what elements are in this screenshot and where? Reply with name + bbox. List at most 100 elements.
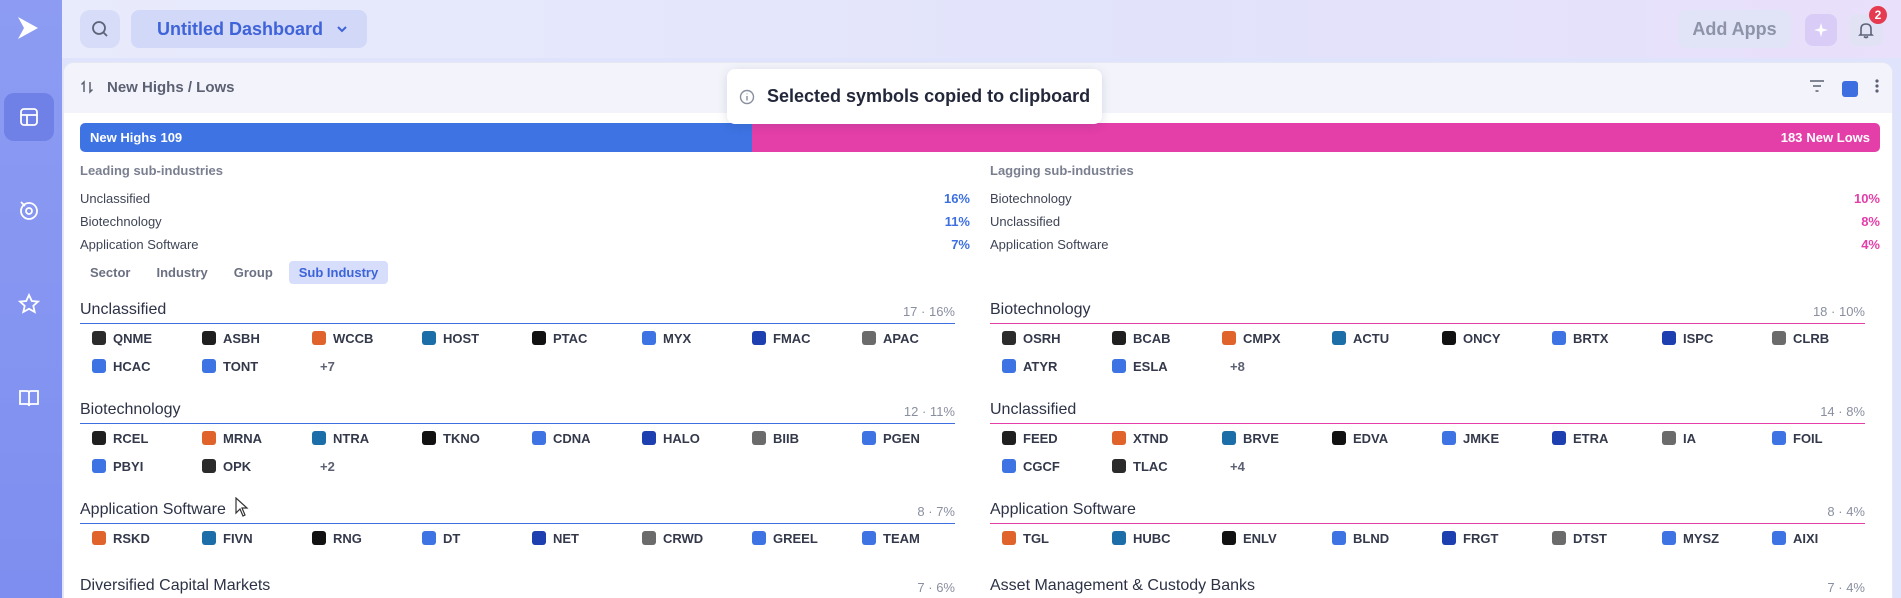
symbol-chip[interactable]: BRVE xyxy=(1222,424,1332,452)
symbol-chip[interactable]: ATYR xyxy=(1002,352,1112,380)
group-header[interactable]: Application Software 8 · 7% xyxy=(80,500,955,524)
symbol-ticker: BCAB xyxy=(1133,330,1171,346)
symbol-chip[interactable]: ETRA xyxy=(1552,424,1662,452)
symbol-chip[interactable]: XTND xyxy=(1112,424,1222,452)
symbol-chip[interactable]: TLAC xyxy=(1112,452,1222,480)
company-logo-icon xyxy=(532,531,546,545)
symbol-chip[interactable]: RSKD xyxy=(92,524,202,552)
symbol-chip[interactable]: JMKE xyxy=(1442,424,1552,452)
symbol-chip[interactable]: PGEN xyxy=(862,424,972,452)
more-symbols-link[interactable]: +8 xyxy=(1230,358,1245,374)
symbol-chip[interactable]: CRWD xyxy=(642,524,752,552)
new-highs-segment[interactable]: New Highs 109 xyxy=(80,123,752,152)
symbol-chip[interactable]: MYSZ xyxy=(1662,524,1772,552)
symbol-chip[interactable]: OPK xyxy=(202,452,312,480)
symbol-chip[interactable]: PBYI xyxy=(92,452,202,480)
group-header[interactable]: Diversified Capital Markets 7 · 6% xyxy=(80,576,955,598)
group-header[interactable]: Biotechnology 12 · 11% xyxy=(80,400,955,424)
symbol-ticker: AIXI xyxy=(1793,530,1819,546)
symbol-chip[interactable]: TONT xyxy=(202,352,312,380)
group-header[interactable]: Asset Management & Custody Banks 7 · 4% xyxy=(990,576,1865,598)
symbol-chip[interactable]: RCEL xyxy=(92,424,202,452)
add-apps-button[interactable]: Add Apps xyxy=(1678,10,1791,48)
tab-sub-industry[interactable]: Sub Industry xyxy=(288,261,389,284)
widget-color-swatch[interactable] xyxy=(1842,80,1858,97)
company-logo-icon xyxy=(1222,531,1236,545)
symbol-chip[interactable]: ONCY xyxy=(1442,324,1552,352)
symbol-chip[interactable]: PTAC xyxy=(532,324,642,352)
search-button[interactable] xyxy=(80,10,120,48)
symbol-chip[interactable]: HUBC xyxy=(1112,524,1222,552)
new-highs-count: 109 xyxy=(160,130,183,145)
symbol-chip[interactable]: MRNA xyxy=(202,424,312,452)
alerts-nav-icon[interactable] xyxy=(4,186,54,234)
symbol-chip[interactable]: FMAC xyxy=(752,324,862,352)
symbol-chip[interactable]: EDVA xyxy=(1332,424,1442,452)
clipboard-toast: Selected symbols copied to clipboard xyxy=(727,69,1102,124)
notifications-button[interactable]: 2 xyxy=(1849,6,1887,46)
group-header[interactable]: Unclassified 17 · 16% xyxy=(80,300,955,324)
symbol-chip[interactable]: BRTX xyxy=(1552,324,1662,352)
more-symbols-link[interactable]: +2 xyxy=(320,458,335,474)
leading-pct: 7% xyxy=(951,237,970,252)
symbol-ticker: DT xyxy=(443,530,461,546)
dashboard-selector[interactable]: Untitled Dashboard xyxy=(131,10,367,48)
symbol-chip[interactable]: DT xyxy=(422,524,532,552)
ai-assistant-button[interactable] xyxy=(1805,14,1837,46)
symbol-chip[interactable]: GREEL xyxy=(752,524,862,552)
symbol-chip[interactable]: AIXI xyxy=(1772,524,1882,552)
symbol-chip[interactable]: OSRH xyxy=(1002,324,1112,352)
group-header[interactable]: Unclassified 14 · 8% xyxy=(990,400,1865,424)
symbol-chip[interactable]: QNME xyxy=(92,324,202,352)
tab-sector[interactable]: Sector xyxy=(90,265,131,280)
symbol-chip[interactable]: FEED xyxy=(1002,424,1112,452)
symbol-chip[interactable]: FRGT xyxy=(1442,524,1552,552)
symbol-chip[interactable]: CGCF xyxy=(1002,452,1112,480)
symbol-ticker: DTST xyxy=(1573,530,1607,546)
symbol-ticker: PGEN xyxy=(883,430,920,446)
symbol-chip[interactable]: HOST xyxy=(422,324,532,352)
symbol-chip[interactable]: ISPC xyxy=(1662,324,1772,352)
more-symbols-link[interactable]: +7 xyxy=(320,358,335,374)
symbol-chip[interactable]: NET xyxy=(532,524,642,552)
symbol-chip[interactable]: HALO xyxy=(642,424,752,452)
symbol-chip[interactable]: CDNA xyxy=(532,424,642,452)
dashboard-nav-icon[interactable] xyxy=(4,93,54,141)
filter-icon[interactable] xyxy=(1808,78,1826,99)
symbol-chip[interactable]: ENLV xyxy=(1222,524,1332,552)
tab-industry[interactable]: Industry xyxy=(156,265,208,280)
watchlist-nav-icon[interactable] xyxy=(4,280,54,328)
symbol-chip[interactable]: CLRB xyxy=(1772,324,1882,352)
symbol-chip[interactable]: DTST xyxy=(1552,524,1662,552)
symbol-chip[interactable]: ESLA xyxy=(1112,352,1222,380)
symbol-chip[interactable]: IA xyxy=(1662,424,1772,452)
symbol-chip[interactable]: HCAC xyxy=(92,352,202,380)
symbol-chip[interactable]: APAC xyxy=(862,324,972,352)
tab-group[interactable]: Group xyxy=(233,265,273,280)
symbol-ticker: HALO xyxy=(663,430,700,446)
symbol-chip[interactable]: CMPX xyxy=(1222,324,1332,352)
symbol-chip[interactable]: ASBH xyxy=(202,324,312,352)
group-header[interactable]: Biotechnology 18 · 10% xyxy=(990,300,1865,324)
symbol-chip[interactable]: BLND xyxy=(1332,524,1442,552)
symbol-chip[interactable]: BIIB xyxy=(752,424,862,452)
symbol-chip[interactable]: ACTU xyxy=(1332,324,1442,352)
sort-icon[interactable] xyxy=(79,79,95,100)
group-header[interactable]: Application Software 8 · 4% xyxy=(990,500,1865,524)
more-options-icon[interactable] xyxy=(1874,78,1880,99)
new-lows-segment[interactable]: 183 New Lows xyxy=(751,123,1880,152)
symbol-chip[interactable]: FOIL xyxy=(1772,424,1882,452)
symbol-chip[interactable]: FIVN xyxy=(202,524,312,552)
docs-nav-icon[interactable] xyxy=(4,374,54,422)
symbol-chip[interactable]: NTRA xyxy=(312,424,422,452)
symbol-chip[interactable]: TEAM xyxy=(862,524,972,552)
symbol-chip[interactable]: TGL xyxy=(1002,524,1112,552)
app-logo-icon[interactable] xyxy=(14,15,40,41)
symbol-chip[interactable]: MYX xyxy=(642,324,752,352)
symbol-chip[interactable]: RNG xyxy=(312,524,422,552)
symbol-chip[interactable]: TKNO xyxy=(422,424,532,452)
symbol-chip[interactable]: BCAB xyxy=(1112,324,1222,352)
more-symbols-link[interactable]: +4 xyxy=(1230,458,1245,474)
sub-industry-group: Biotechnology 18 · 10% OSRH BCAB CMPX ACTU ONC… xyxy=(990,300,1865,380)
symbol-chip[interactable]: WCCB xyxy=(312,324,422,352)
